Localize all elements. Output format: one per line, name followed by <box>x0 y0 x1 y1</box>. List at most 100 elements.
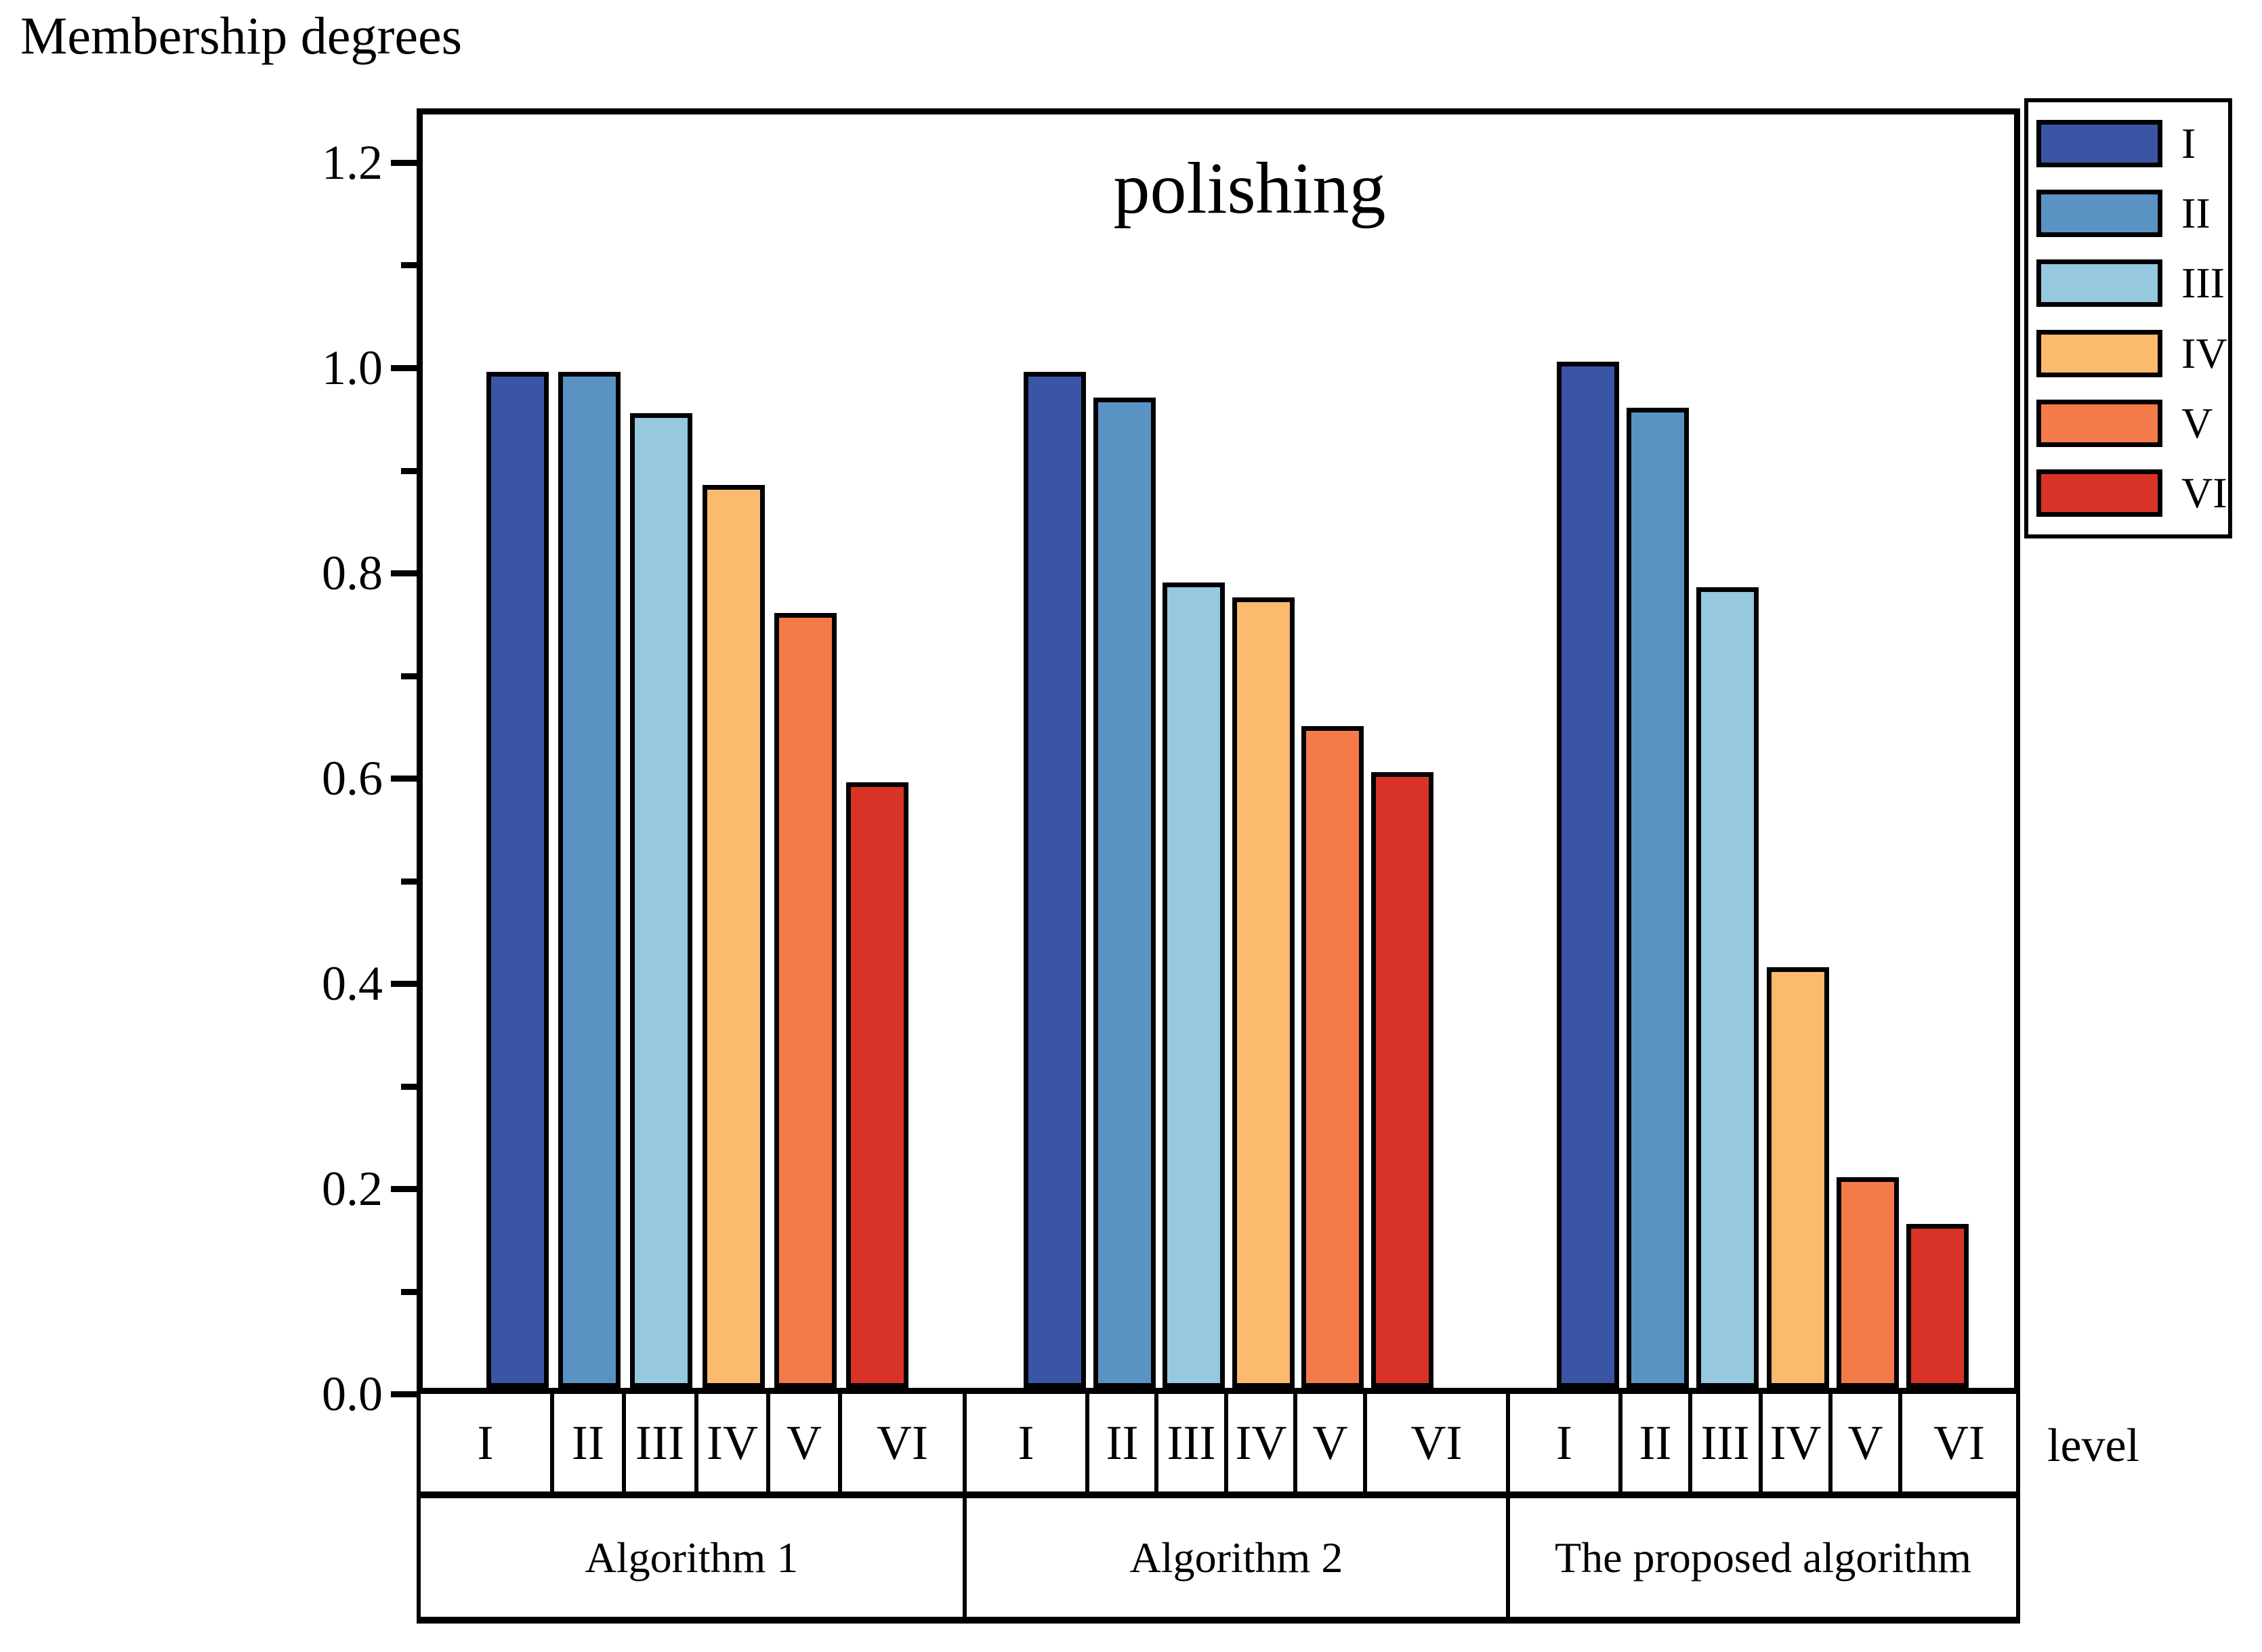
legend-swatch-vi <box>2036 469 2162 517</box>
bar-algorithm-2-vi <box>1371 772 1433 1388</box>
bar-the-proposed-algorithm-iv <box>1767 967 1829 1388</box>
y-tick-label-0.0: 0.0 <box>322 1367 383 1421</box>
bar-the-proposed-algorithm-iii <box>1696 587 1759 1388</box>
legend-item-iii: III <box>2028 252 2228 314</box>
level-cell-algorithm-2-vi: VI <box>1363 1394 1506 1491</box>
legend-swatch-ii <box>2036 190 2162 238</box>
level-cell-label: III <box>1700 1415 1750 1470</box>
y-major-tick-0.0 <box>391 1391 417 1397</box>
bar-algorithm-1-i <box>486 372 549 1388</box>
bar-the-proposed-algorithm-ii <box>1627 408 1689 1388</box>
y-tick-label-0.8: 0.8 <box>322 546 383 600</box>
legend-swatch-iii <box>2036 259 2162 308</box>
level-cell-label: IV <box>707 1415 758 1470</box>
level-cell-the-proposed-algorithm-ii: II <box>1618 1394 1688 1491</box>
level-cell-algorithm-2-ii: II <box>1085 1394 1155 1491</box>
level-cell-the-proposed-algorithm-iv: IV <box>1759 1394 1828 1491</box>
legend-label: IV <box>2181 329 2227 377</box>
y-tick-label-0.2: 0.2 <box>322 1162 383 1216</box>
y-major-tick-1.2 <box>391 160 417 166</box>
y-minor-tick-0.3 <box>401 1084 417 1090</box>
group-label: The proposed algorithm <box>1555 1533 1971 1582</box>
bar-algorithm-1-iii <box>630 413 692 1388</box>
level-cell-algorithm-2-i: I <box>963 1394 1085 1491</box>
y-minor-tick-0.1 <box>401 1289 417 1295</box>
x-axis-group-row: Algorithm 1 Algorithm 2 The proposed algor… <box>417 1498 2020 1624</box>
bar-algorithm-2-iii <box>1163 583 1225 1388</box>
bar-algorithm-1-vi <box>846 782 908 1388</box>
level-cell-label: II <box>1639 1415 1672 1470</box>
group-label: Algorithm 1 <box>585 1533 799 1582</box>
level-cell-algorithm-2-iii: III <box>1154 1394 1224 1491</box>
group-cell-algorithm-1: Algorithm 1 <box>417 1498 963 1617</box>
legend-item-v: V <box>2028 392 2228 454</box>
legend-item-iv: IV <box>2028 322 2228 385</box>
level-cell-label: III <box>1167 1415 1216 1470</box>
level-cell-algorithm-1-iv: IV <box>694 1394 766 1491</box>
level-cell-label: VI <box>1933 1415 1985 1470</box>
y-minor-tick-0.5 <box>401 878 417 885</box>
y-minor-tick-0.9 <box>401 468 417 474</box>
legend: I II III IV V VI <box>2024 98 2232 538</box>
y-major-tick-0.4 <box>391 981 417 987</box>
y-axis-title: Membership degrees <box>20 6 462 65</box>
legend-label: II <box>2181 189 2211 238</box>
level-cell-the-proposed-algorithm-iii: III <box>1688 1394 1758 1491</box>
bar-algorithm-2-iv <box>1232 597 1295 1388</box>
legend-label: VI <box>2181 468 2227 517</box>
level-cell-label: VI <box>877 1415 928 1470</box>
level-cell-label: I <box>1556 1415 1572 1470</box>
bar-algorithm-2-v <box>1301 726 1364 1388</box>
legend-item-i: I <box>2028 112 2228 175</box>
level-cell-the-proposed-algorithm-i: I <box>1506 1394 1618 1491</box>
legend-swatch-i <box>2036 120 2162 168</box>
bar-algorithm-1-iv <box>703 485 765 1388</box>
x-axis-level-row: I II III IV V VI I II III IV V VI I II III IV V VI <box>417 1394 2020 1498</box>
level-cell-label: I <box>477 1415 494 1470</box>
bar-algorithm-1-ii <box>558 372 621 1388</box>
y-minor-tick-1.1 <box>401 262 417 268</box>
legend-swatch-v <box>2036 399 2162 447</box>
bar-algorithm-2-ii <box>1093 398 1156 1388</box>
level-cell-label: IV <box>1769 1415 1822 1470</box>
y-tick-label-0.4: 0.4 <box>322 956 383 1011</box>
bar-the-proposed-algorithm-vi <box>1906 1224 1969 1388</box>
x-axis-title: level <box>2047 1420 2140 1472</box>
legend-label: V <box>2181 398 2213 447</box>
level-cell-label: II <box>1106 1415 1139 1470</box>
group-cell-algorithm-2: Algorithm 2 <box>963 1498 1506 1617</box>
level-cell-the-proposed-algorithm-vi: VI <box>1898 1394 2020 1491</box>
group-label: Algorithm 2 <box>1129 1533 1343 1582</box>
level-cell-label: IV <box>1235 1415 1287 1470</box>
level-cell-label: V <box>1312 1415 1348 1470</box>
y-major-tick-0.6 <box>391 776 417 782</box>
level-cell-algorithm-1-i: I <box>417 1394 550 1491</box>
y-tick-label-1.0: 1.0 <box>322 341 383 395</box>
bar-the-proposed-algorithm-v <box>1837 1177 1899 1388</box>
level-cell-algorithm-2-iv: IV <box>1224 1394 1294 1491</box>
level-cell-algorithm-1-v: V <box>766 1394 838 1491</box>
legend-label: III <box>2181 259 2225 308</box>
level-cell-label: I <box>1018 1415 1034 1470</box>
y-tick-label-0.6: 0.6 <box>322 751 383 805</box>
y-major-tick-0.8 <box>391 570 417 576</box>
plot-area: polishing <box>417 108 2020 1394</box>
y-tick-label-1.2: 1.2 <box>322 135 383 190</box>
level-cell-label: V <box>1847 1415 1883 1470</box>
bar-the-proposed-algorithm-i <box>1557 362 1619 1388</box>
level-cell-label: III <box>635 1415 684 1470</box>
y-major-tick-0.2 <box>391 1186 417 1192</box>
level-cell-algorithm-1-vi: VI <box>838 1394 963 1491</box>
group-cell-the-proposed-algorithm: The proposed algorithm <box>1506 1498 2020 1617</box>
level-cell-label: II <box>572 1415 604 1470</box>
level-cell-the-proposed-algorithm-v: V <box>1828 1394 1898 1491</box>
legend-label: I <box>2181 119 2196 168</box>
level-cell-algorithm-2-v: V <box>1293 1394 1363 1491</box>
chart-title: polishing <box>1113 148 1386 229</box>
bar-algorithm-2-i <box>1024 372 1086 1388</box>
legend-item-vi: VI <box>2028 462 2228 524</box>
bar-algorithm-1-v <box>774 613 837 1388</box>
legend-swatch-iv <box>2036 329 2162 377</box>
level-cell-algorithm-1-iii: III <box>622 1394 694 1491</box>
